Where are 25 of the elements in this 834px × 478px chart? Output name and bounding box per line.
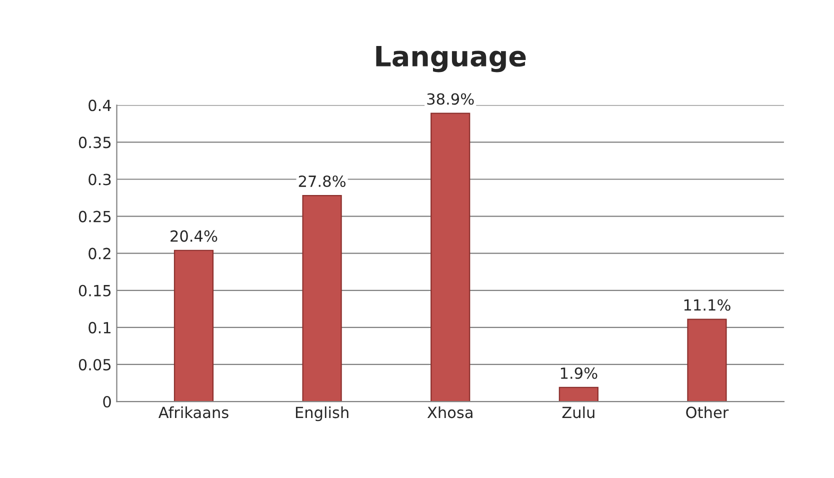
data-label: 20.4% — [170, 230, 218, 242]
bar — [558, 386, 598, 402]
data-label: 38.9% — [427, 93, 474, 105]
y-tick-label: 0.05 — [78, 358, 111, 370]
y-tick-label: 0.4 — [88, 100, 112, 112]
y-tick-label: 0.25 — [78, 210, 111, 222]
y-tick-label: 0 — [103, 396, 111, 408]
x-tick-label: Zulu — [562, 406, 594, 418]
chart-title: Language — [376, 46, 526, 72]
y-tick-label: 0.1 — [88, 322, 110, 334]
y-tick-label: 0.35 — [78, 136, 111, 148]
bar — [174, 250, 214, 402]
x-tick-label: English — [296, 406, 348, 422]
bar — [687, 318, 727, 402]
data-label: 27.8% — [298, 175, 346, 188]
bar — [430, 112, 470, 402]
x-tick-label: Afrikaans — [158, 406, 228, 418]
data-label: 11.1% — [684, 299, 730, 311]
x-tick-label: Xhosa — [427, 406, 472, 418]
y-tick-label: 0.2 — [88, 248, 110, 260]
bar — [302, 194, 342, 402]
data-label: 1.9% — [560, 367, 598, 379]
x-tick-label: Other — [686, 406, 729, 418]
y-tick-label: 0.3 — [88, 174, 111, 186]
y-tick-label: 0.15 — [78, 284, 111, 296]
